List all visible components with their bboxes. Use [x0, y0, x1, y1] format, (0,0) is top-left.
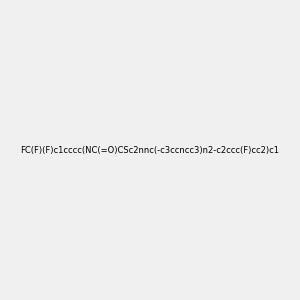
Text: FC(F)(F)c1cccc(NC(=O)CSc2nnc(-c3ccncc3)n2-c2ccc(F)cc2)c1: FC(F)(F)c1cccc(NC(=O)CSc2nnc(-c3ccncc3)n…: [20, 146, 280, 154]
